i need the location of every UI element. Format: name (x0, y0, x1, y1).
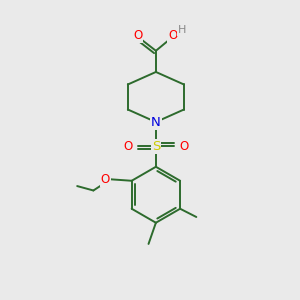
Text: O: O (133, 29, 142, 42)
Text: O: O (179, 140, 189, 153)
Text: O: O (123, 140, 132, 153)
Text: S: S (152, 140, 160, 153)
Text: N: N (151, 116, 161, 128)
Text: O: O (168, 29, 178, 42)
Text: O: O (100, 173, 110, 186)
Text: H: H (178, 25, 187, 35)
